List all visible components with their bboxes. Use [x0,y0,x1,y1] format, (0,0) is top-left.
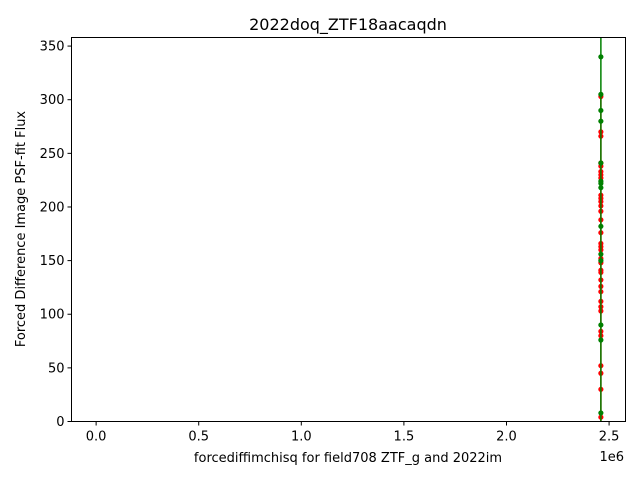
x-tick-label: 0.0 [86,430,107,445]
y-axis-label: Forced Difference Image PSF-fit Flux [14,111,29,348]
x-tick-label: 1.0 [291,430,312,445]
data-point [598,223,604,229]
data-point [598,251,604,257]
y-tick-label: 50 [48,361,65,376]
data-point [598,160,604,166]
data-point [598,258,604,264]
data-point [598,410,604,416]
x-offset-label: 1e6 [599,450,624,465]
plot-frame [71,37,626,422]
series-1 [598,37,604,422]
y-tick-label: 300 [40,93,65,108]
x-tick-label: 1.5 [394,430,415,445]
data-point [598,118,604,124]
data-point [598,185,604,191]
chart-title: 2022doq_ZTF18aacaqdn [249,15,447,35]
data-point [598,107,604,114]
data-point [598,337,604,343]
y-tick-label: 0 [56,415,64,430]
x-axis-label: forcediffimchisq for field708 ZTF_g and … [194,451,502,466]
y-tick-label: 250 [40,147,65,162]
x-tick-label: 2.5 [599,430,620,445]
data-point [598,322,604,328]
y-tick-label: 350 [40,40,65,55]
y-tick-label: 200 [40,200,65,215]
x-tick-label: 0.5 [188,430,209,445]
data-point [598,54,604,60]
x-tick-label: 2.0 [496,430,517,445]
data-point [598,178,604,184]
data-point [598,91,604,97]
y-tick-label: 100 [40,308,65,323]
y-tick-label: 150 [40,254,65,269]
